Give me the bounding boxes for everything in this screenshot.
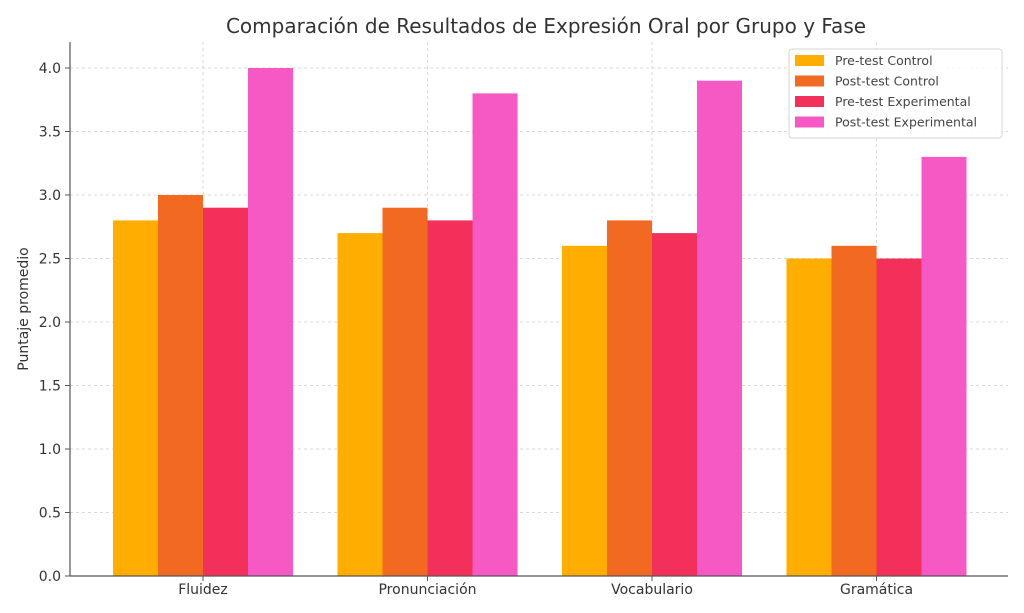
bar-pre-test-control-vocabulario bbox=[562, 245, 607, 577]
y-tick-label: 1.5 bbox=[39, 379, 61, 395]
x-tick-label: Gramática bbox=[840, 582, 913, 598]
legend-label: Post-test Experimental bbox=[835, 115, 977, 130]
legend-swatch bbox=[795, 55, 824, 66]
bar-post-test-control-vocabulario bbox=[607, 220, 652, 576]
bars bbox=[113, 68, 967, 577]
y-tick-label: 4.0 bbox=[39, 61, 61, 77]
bar-post-test-experimental-fluidez bbox=[248, 68, 293, 576]
y-axis-label: Puntaje promedio bbox=[16, 247, 32, 370]
legend-swatch bbox=[795, 96, 824, 107]
x-tick-label: Vocabulario bbox=[611, 582, 693, 598]
bar-post-test-experimental-gramática bbox=[921, 156, 967, 576]
y-tick-label: 2.5 bbox=[39, 252, 61, 268]
y-tick-label: 3.0 bbox=[39, 188, 61, 204]
y-tick-label: 0.5 bbox=[39, 506, 61, 522]
bar-post-test-experimental-pronunciación bbox=[472, 93, 518, 577]
legend-box bbox=[788, 48, 1003, 139]
legend-swatch bbox=[795, 75, 824, 87]
bar-post-test-experimental-vocabulario bbox=[697, 80, 742, 576]
legend-label: Post-test Control bbox=[835, 74, 939, 89]
y-tick-label: 1.0 bbox=[39, 442, 61, 458]
legend: Pre-test Control Post-test Control Pre-tes… bbox=[788, 48, 1003, 139]
y-ticks: 0.0 0.5 1.0 1.5 2.0 2.5 3.0 3.5 4.0 bbox=[39, 61, 70, 585]
bar-pre-test-control-pronunciación bbox=[337, 233, 383, 576]
bar-pre-test-control-fluidez bbox=[113, 220, 158, 576]
bar-pre-test-experimental-fluidez bbox=[203, 207, 248, 576]
bar-pre-test-experimental-gramática bbox=[876, 258, 922, 576]
legend-swatch bbox=[795, 116, 824, 128]
bar-pre-test-experimental-vocabulario bbox=[652, 233, 697, 576]
bar-post-test-control-fluidez bbox=[158, 195, 203, 576]
x-tick-label: Fluidez bbox=[178, 582, 228, 598]
bar-post-test-control-pronunciación bbox=[382, 207, 428, 576]
y-tick-label: 2.0 bbox=[39, 315, 61, 331]
y-tick-label: 0.0 bbox=[39, 569, 61, 585]
x-ticks: Fluidez Pronunciación Vocabulario Gramática bbox=[178, 576, 913, 598]
chart-title: Comparación de Resultados de Expresión O… bbox=[226, 14, 866, 38]
bar-post-test-control-gramática bbox=[831, 245, 877, 577]
legend-label: Pre-test Experimental bbox=[835, 94, 971, 109]
y-tick-label: 3.5 bbox=[39, 125, 61, 141]
legend-label: Pre-test Control bbox=[835, 53, 933, 68]
x-tick-label: Pronunciación bbox=[378, 582, 476, 598]
bar-pre-test-control-gramática bbox=[786, 258, 832, 576]
bar-pre-test-experimental-pronunciación bbox=[427, 220, 473, 576]
